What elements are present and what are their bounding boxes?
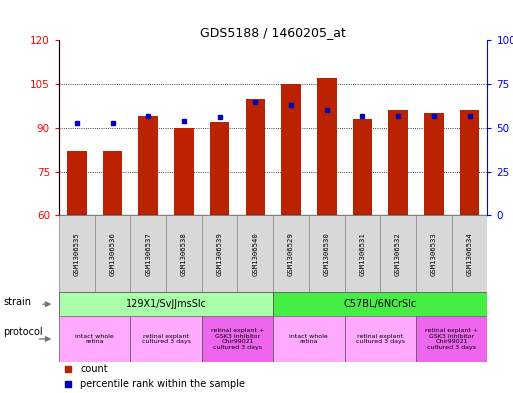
Bar (273, 215, 309, 292)
Bar (59, 215, 95, 292)
Text: GSM1306531: GSM1306531 (360, 232, 365, 275)
Bar (380, 215, 416, 292)
Bar (352, 119, 372, 215)
Text: count: count (81, 364, 108, 374)
Bar (345, 215, 380, 292)
Text: GSM1306539: GSM1306539 (216, 232, 223, 275)
Bar (67, 151, 87, 215)
Bar (416, 316, 487, 362)
Bar (460, 110, 479, 215)
Text: GSM1306538: GSM1306538 (181, 232, 187, 275)
Bar (202, 316, 273, 362)
Text: percentile rank within the sample: percentile rank within the sample (81, 379, 245, 389)
Text: strain: strain (3, 297, 31, 307)
Text: GSM1306536: GSM1306536 (110, 232, 115, 275)
Bar (246, 99, 265, 215)
Text: retinal explant +
GSK3 inhibitor
Chir99021
cultured 3 days: retinal explant + GSK3 inhibitor Chir990… (211, 328, 264, 350)
Text: GSM1306537: GSM1306537 (145, 232, 151, 275)
Text: retinal explant
cultured 3 days: retinal explant cultured 3 days (356, 334, 405, 344)
Bar (95, 215, 130, 292)
Bar (317, 78, 337, 215)
Bar (273, 316, 345, 362)
Bar (388, 110, 408, 215)
Text: intact whole
retina: intact whole retina (75, 334, 114, 344)
Text: GSM1306530: GSM1306530 (324, 232, 330, 275)
Text: GSM1306540: GSM1306540 (252, 232, 259, 275)
Bar (59, 292, 273, 316)
Bar (59, 316, 130, 362)
Text: GSM1306532: GSM1306532 (395, 232, 401, 275)
Bar (202, 215, 238, 292)
Text: 129X1/SvJJmsSlc: 129X1/SvJJmsSlc (126, 299, 207, 309)
Bar (210, 122, 229, 215)
Text: GSM1306529: GSM1306529 (288, 232, 294, 275)
Text: C57BL/6NCrSlc: C57BL/6NCrSlc (344, 299, 417, 309)
Bar (139, 116, 158, 215)
Bar (166, 215, 202, 292)
Text: protocol: protocol (3, 327, 43, 337)
Bar (130, 215, 166, 292)
Text: intact whole
retina: intact whole retina (289, 334, 328, 344)
Bar (424, 113, 444, 215)
Bar (273, 292, 487, 316)
Text: GSM1306534: GSM1306534 (466, 232, 472, 275)
Bar (345, 316, 416, 362)
Bar (238, 215, 273, 292)
Bar (281, 84, 301, 215)
Text: GSM1306533: GSM1306533 (431, 232, 437, 275)
Text: retinal explant +
GSK3 inhibitor
Chir99021
cultured 3 days: retinal explant + GSK3 inhibitor Chir990… (425, 328, 478, 350)
Bar (416, 215, 451, 292)
Text: GSM1306535: GSM1306535 (74, 232, 80, 275)
Bar (451, 215, 487, 292)
Bar (309, 215, 345, 292)
Text: retinal explant
cultured 3 days: retinal explant cultured 3 days (142, 334, 191, 344)
Title: GDS5188 / 1460205_at: GDS5188 / 1460205_at (200, 26, 346, 39)
Bar (174, 128, 194, 215)
Bar (103, 151, 123, 215)
Bar (130, 316, 202, 362)
